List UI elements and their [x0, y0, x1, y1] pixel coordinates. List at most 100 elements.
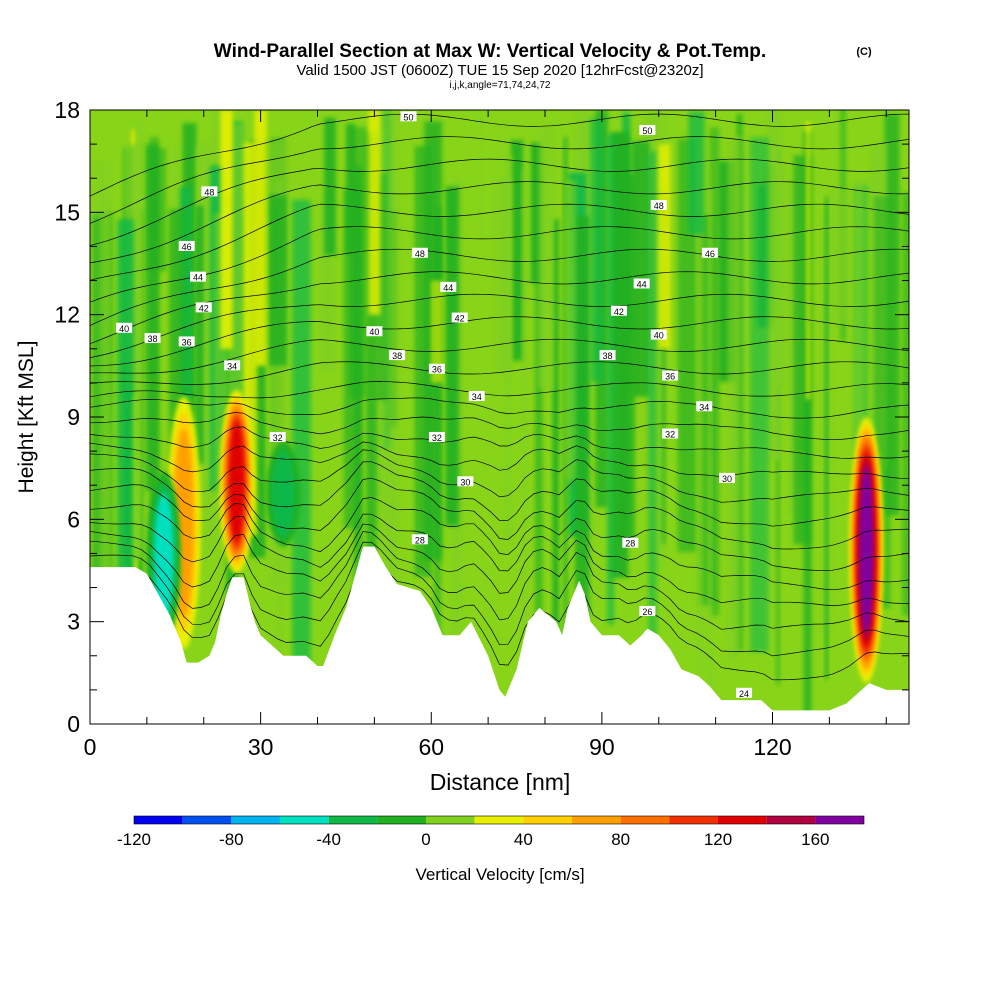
- theta-label-bg: [650, 329, 667, 340]
- theta-contour-label: 44: [637, 279, 647, 289]
- colorbar-swatch: [328, 816, 378, 824]
- theta-label-bg: [451, 312, 468, 323]
- copyright-mark: (C): [856, 46, 872, 58]
- theta-contour: [90, 426, 909, 459]
- theta-label-bg: [633, 278, 650, 289]
- theta-contour: [90, 441, 909, 480]
- upper-updraft-streak: [254, 110, 267, 366]
- velocity-streak: [510, 140, 524, 361]
- theta-label-bg: [269, 431, 286, 442]
- x-axis: 0 30 60 90 120: [84, 110, 887, 760]
- theta-contour: [90, 203, 909, 281]
- colorbar-tick-label: -40: [316, 830, 341, 849]
- downdraft-core: [154, 493, 174, 621]
- x-tick-label: 90: [589, 734, 615, 760]
- theta-contour-label: 40: [369, 327, 379, 337]
- theta-contour-label: 36: [665, 372, 675, 382]
- chart-title: Wind-Parallel Section at Max W: Vertical…: [214, 41, 766, 62]
- velocity-streak: [766, 110, 782, 461]
- theta-contour-label: 48: [654, 201, 664, 211]
- theta-contour: [90, 531, 909, 630]
- theta-contour-label: 44: [443, 283, 453, 293]
- theta-contour: [90, 497, 909, 572]
- x-tick-label: 30: [248, 734, 274, 760]
- theta-contour-label: 36: [182, 337, 192, 347]
- colorbar-tick-label: -80: [219, 830, 244, 849]
- theta-contour-label: 24: [739, 689, 749, 699]
- theta-contour: [90, 136, 909, 224]
- velocity-streak: [343, 189, 362, 529]
- theta-contour: [90, 397, 909, 419]
- velocity-streak: [806, 121, 811, 400]
- upper-updraft-streak: [430, 280, 443, 383]
- theta-contour: [90, 293, 909, 358]
- theta-contour-label: 28: [415, 535, 425, 545]
- theta-label-bg: [639, 124, 656, 135]
- velocity-streak: [648, 151, 657, 724]
- upper-updraft-streak: [220, 110, 233, 349]
- y-tick-label: 0: [67, 711, 80, 737]
- theta-label-bg: [411, 534, 428, 545]
- velocity-streak: [268, 195, 287, 366]
- theta-contour-label: 36: [432, 365, 442, 375]
- colorbar-swatch: [474, 816, 524, 824]
- theta-contour: [90, 477, 909, 550]
- velocity-cores: [146, 389, 884, 683]
- theta-label-bg: [736, 687, 753, 698]
- y-tick-label: 3: [67, 609, 80, 635]
- theta-contour: [90, 248, 909, 326]
- theta-contour-label: 26: [642, 607, 652, 617]
- theta-contour-label: 34: [699, 402, 709, 412]
- velocity-streak: [688, 111, 705, 235]
- theta-label-bg: [622, 537, 639, 548]
- velocity-streak: [607, 134, 615, 625]
- updraft-core: [229, 421, 244, 542]
- upper-updraft-streak: [368, 110, 381, 315]
- velocity-streak: [552, 219, 559, 724]
- theta-contour-label: 42: [614, 307, 624, 317]
- theta-contour-labels: 24 26 28 28 30 30 32 32 32 34 34 34 36 36 36 38 38 38 40 40…: [116, 111, 753, 699]
- y-tick-label: 15: [54, 199, 80, 225]
- velocity-streak: [610, 132, 629, 578]
- theta-label-bg: [389, 350, 406, 361]
- colorbar-label: Vertical Velocity [cm/s]: [415, 865, 584, 884]
- velocity-streak: [493, 178, 512, 374]
- velocity-streak: [590, 117, 604, 382]
- velocity-streak: [538, 123, 555, 390]
- theta-label-bg: [440, 281, 457, 292]
- colorbar-tick-label: 40: [514, 830, 533, 849]
- chart-subtitle-grid-info: i,j,k,angle=71,74,24,72: [450, 80, 551, 91]
- theta-contour-label: 44: [193, 273, 203, 283]
- theta-label-bg: [650, 200, 667, 211]
- theta-contour-label: 48: [415, 249, 425, 259]
- theta-contour: [90, 513, 909, 591]
- velocity-streak: [575, 216, 590, 617]
- theta-label-bg: [457, 476, 474, 487]
- theta-label-bg: [400, 111, 417, 122]
- theta-contour-label: 42: [455, 314, 465, 324]
- theta-label-bg: [116, 322, 133, 333]
- theta-contour-label: 48: [204, 187, 214, 197]
- velocity-streak: [366, 132, 377, 553]
- theta-contour-label: 28: [625, 539, 635, 549]
- theta-contour-label: 32: [273, 433, 283, 443]
- colorbar-swatch: [280, 816, 329, 824]
- colorbar-swatch: [426, 816, 475, 824]
- velocity-streak: [345, 123, 356, 254]
- terrain-mask: [90, 546, 909, 724]
- updraft-core: [860, 466, 873, 634]
- velocity-streak: [565, 180, 576, 481]
- velocity-streak: [213, 213, 226, 509]
- theta-label-bg: [428, 431, 445, 442]
- theta-contour-label: 30: [722, 474, 732, 484]
- theta-contour-label: 38: [148, 334, 158, 344]
- colorbar-tick-label: 0: [421, 830, 430, 849]
- velocity-streak: [631, 141, 650, 397]
- theta-contour: [90, 412, 909, 441]
- y-tick-label: 18: [54, 97, 80, 123]
- theta-contour: [90, 226, 909, 303]
- theta-label-bg: [610, 305, 627, 316]
- theta-contour-label: 50: [642, 126, 652, 136]
